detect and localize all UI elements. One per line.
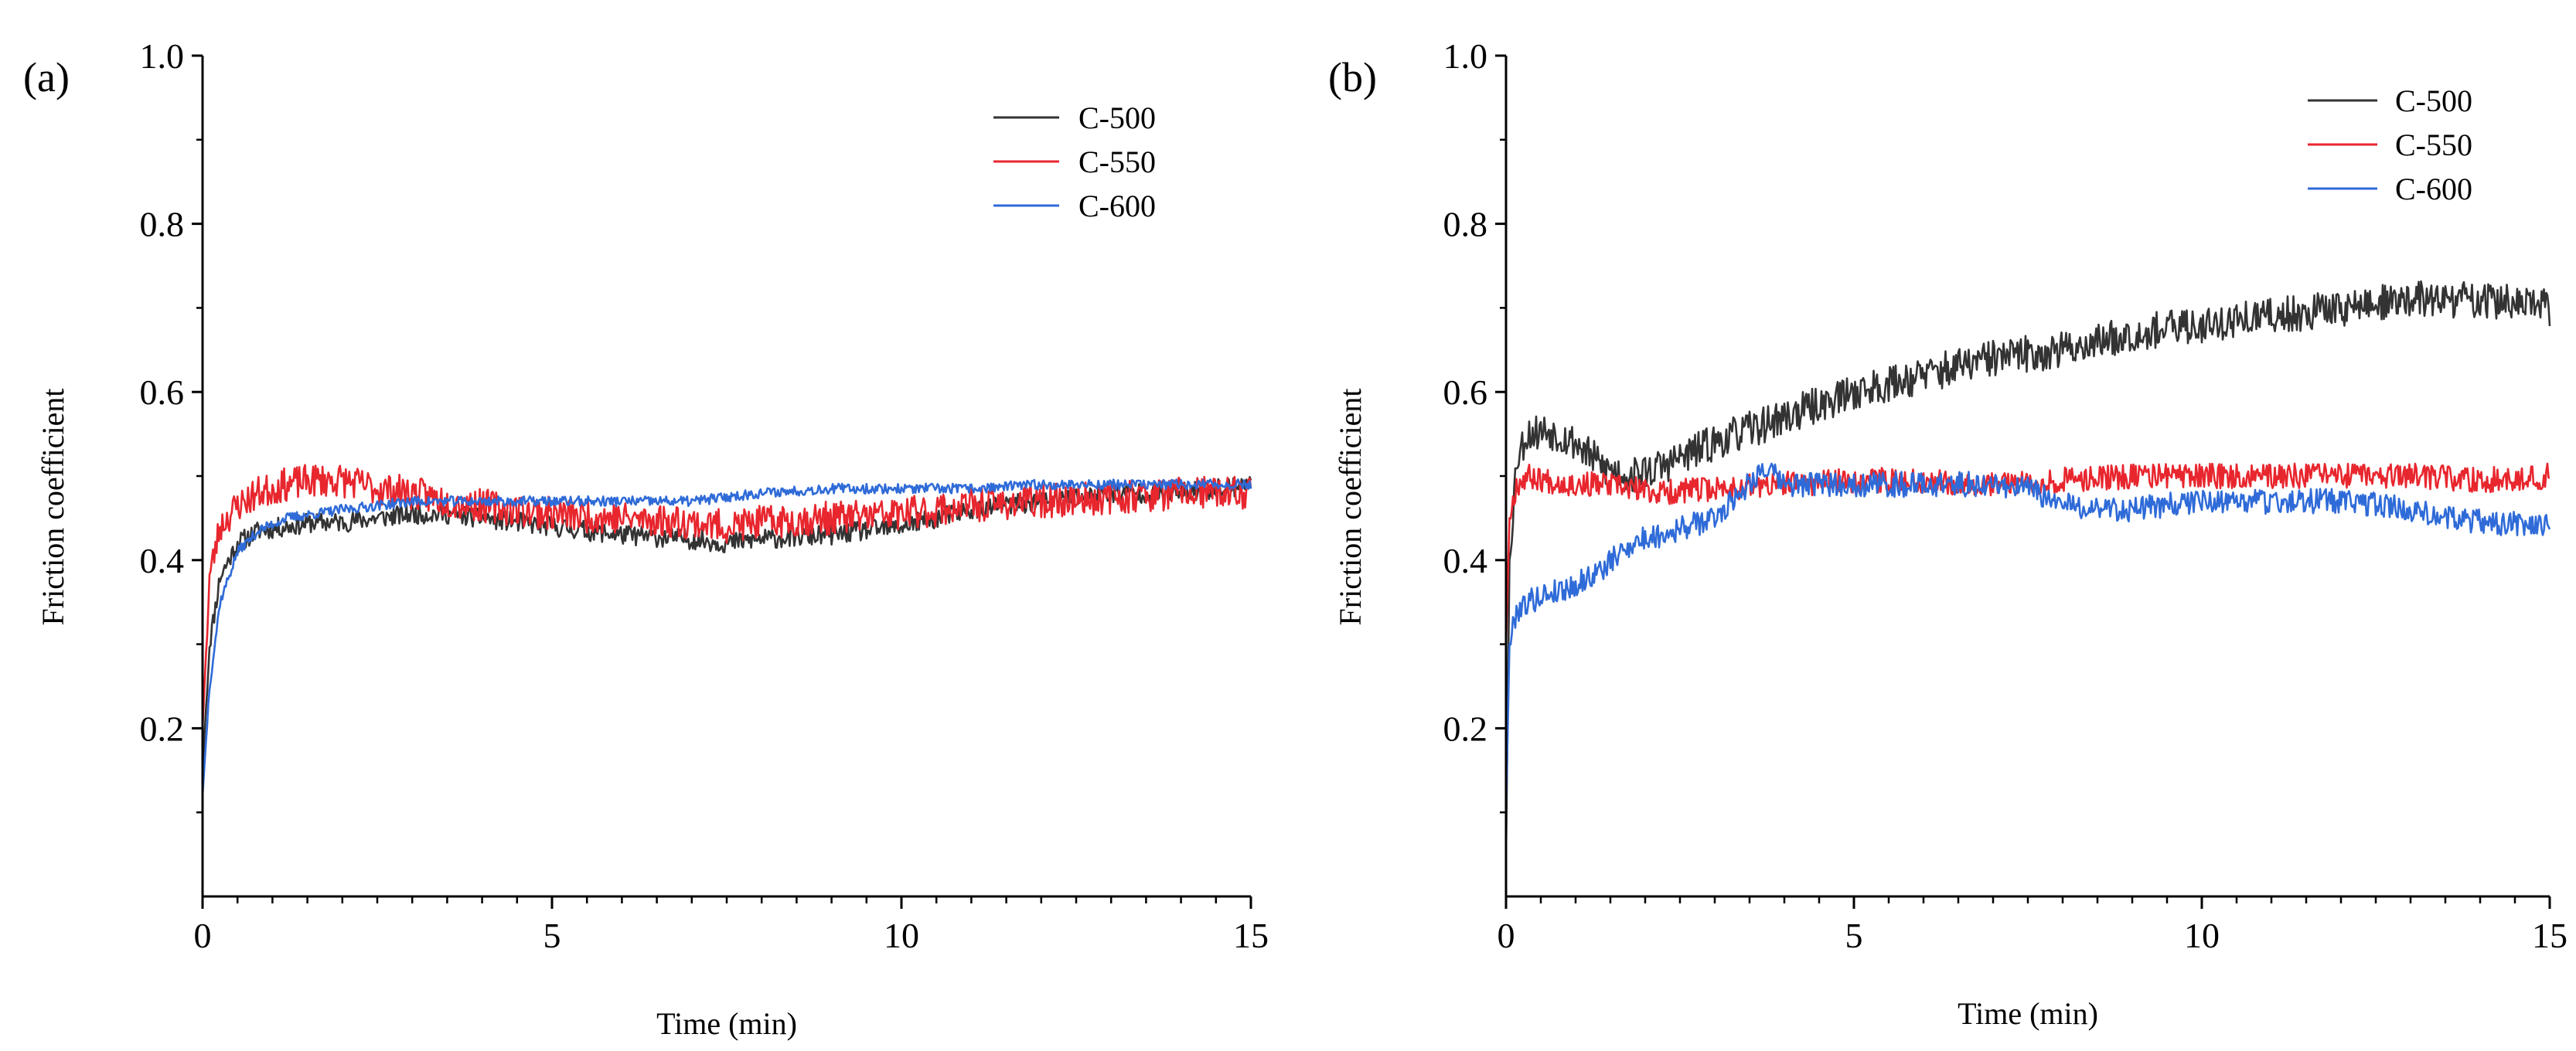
y-tick-label: 0.8 xyxy=(1443,205,1488,244)
chart-panel-2: 0.2 0.4 0.6 0.8 1.0 0 5 10 15 Time (min) Friction … xyxy=(1328,36,2567,1031)
panel-label: (b) xyxy=(1328,54,1377,100)
y-tick-label: 0.2 xyxy=(140,709,185,748)
panel-label: (a) xyxy=(23,54,70,100)
y-tick-label: 1.0 xyxy=(1443,36,1488,76)
y-axis-title: Friction coefficient xyxy=(1333,389,1368,626)
legend-label-c-500: C-500 xyxy=(1078,100,1156,135)
x-tick-label: 5 xyxy=(1845,916,1863,955)
x-tick-label: 15 xyxy=(2532,916,2567,955)
legend-label-c-550: C-550 xyxy=(1078,145,1156,179)
y-tick-label: 0.8 xyxy=(140,205,185,244)
series-line-c-500 xyxy=(201,476,1252,770)
legend-label-c-500: C-500 xyxy=(2395,83,2472,118)
series-line-c-600 xyxy=(1504,462,2551,813)
y-tick-label: 1.0 xyxy=(140,36,185,76)
y-tick-label: 0.4 xyxy=(1443,541,1488,580)
series-line-c-600 xyxy=(201,478,1252,796)
legend: C-500 C-550 C-600 xyxy=(2308,83,2472,206)
y-axis-title: Friction coefficient xyxy=(36,389,70,626)
y-tick-label: 0.2 xyxy=(1443,709,1488,748)
y-tick-label: 0.4 xyxy=(140,541,185,580)
y-tick-label: 0.6 xyxy=(1443,372,1488,412)
series-line-c-550 xyxy=(201,464,1252,729)
x-tick-label: 0 xyxy=(1498,916,1515,955)
chart-panel-1: 0.2 0.4 0.6 0.8 1.0 0 5 10 15 Time (min) Friction … xyxy=(23,36,1269,1041)
x-tick-label: 10 xyxy=(2184,916,2220,955)
x-tick-label: 0 xyxy=(194,916,212,955)
legend: C-500 C-550 C-600 xyxy=(993,100,1156,223)
x-axis-title: Time (min) xyxy=(656,1006,797,1041)
legend-label-c-550: C-550 xyxy=(2395,128,2472,162)
y-tick-label: 0.6 xyxy=(140,372,185,412)
x-axis-title: Time (min) xyxy=(1958,996,2098,1031)
x-tick-label: 15 xyxy=(1233,916,1269,955)
x-tick-label: 5 xyxy=(543,916,561,955)
legend-label-c-600: C-600 xyxy=(2395,172,2472,206)
legend-label-c-600: C-600 xyxy=(1078,189,1156,223)
series-line-c-500 xyxy=(1504,280,2551,855)
x-tick-label: 10 xyxy=(884,916,919,955)
